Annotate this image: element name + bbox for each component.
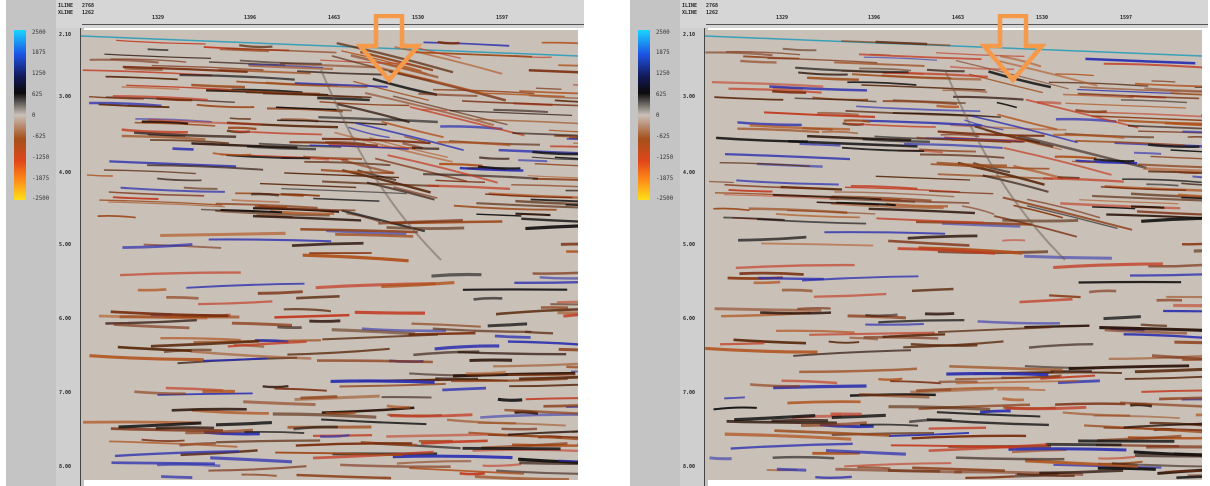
seismic-panel-left: 2500 1875 1250 625 0 -625 -1250 -1875 -2… — [6, 0, 584, 486]
xline-key: XLINE — [682, 10, 698, 16]
colorbar-label: -2500 — [656, 195, 674, 202]
down-arrow-icon — [980, 14, 1046, 84]
xline-tick: 1597 — [1120, 15, 1133, 21]
time-tick: 3.00 — [683, 94, 696, 100]
xline-key: XLINE — [58, 10, 74, 16]
time-tick: 7.00 — [59, 390, 72, 396]
colorbar-label: 2500 — [32, 29, 46, 36]
colorbar-label: -1250 — [32, 154, 50, 161]
time-tick: 5.00 — [683, 242, 696, 248]
down-arrow-icon — [356, 14, 422, 84]
seismic-traces — [705, 30, 1202, 480]
seismic-panel-right: 2500 1875 1250 625 0 -625 -1250 -1875 -2… — [630, 0, 1208, 486]
colorbar-label: 1875 — [32, 49, 46, 56]
time-tick: 2.10 — [59, 32, 72, 38]
section-header: ILINE 2768 XLINE 1262 1329 1396 1463 153… — [56, 0, 584, 28]
xline-tick: 1463 — [952, 15, 965, 21]
time-tick: 2.10 — [683, 32, 696, 38]
time-tick: 5.00 — [59, 242, 72, 248]
time-tick: 6.00 — [59, 316, 72, 322]
iline-value: 2768 — [706, 3, 719, 9]
iline-value: 2768 — [82, 3, 95, 9]
time-tick: 3.00 — [59, 94, 72, 100]
colorbar-label: 625 — [32, 91, 43, 98]
header-axis-line — [82, 24, 584, 25]
seismic-image — [81, 30, 578, 480]
iline-key: ILINE — [58, 3, 74, 9]
time-tick: 4.00 — [59, 170, 72, 176]
time-tick: 8.00 — [59, 464, 72, 470]
colorbar-label: 2500 — [656, 29, 670, 36]
colorbar-label: 0 — [32, 112, 36, 119]
amplitude-colorbar — [638, 30, 650, 200]
time-axis: 2.10 3.00 4.00 5.00 6.00 7.00 8.00 — [56, 28, 81, 486]
xline-tick: 1530 — [1036, 15, 1049, 21]
colorbar-label: -1250 — [656, 154, 674, 161]
seismic-image — [705, 30, 1202, 480]
header-axis-line — [706, 24, 1208, 25]
amplitude-colorbar — [14, 30, 26, 200]
colorbar-label: 625 — [656, 91, 667, 98]
xline-value: 1262 — [706, 10, 719, 16]
colorbar-label: -625 — [656, 133, 670, 140]
xline-tick: 1597 — [496, 15, 509, 21]
seismic-traces — [81, 30, 578, 480]
xline-tick: 1396 — [868, 15, 881, 21]
colorbar-label: 1250 — [656, 70, 670, 77]
time-axis: 2.10 3.00 4.00 5.00 6.00 7.00 8.00 — [680, 28, 705, 486]
iline-key: ILINE — [682, 3, 698, 9]
time-tick: 7.00 — [683, 390, 696, 396]
xline-tick: 1463 — [328, 15, 341, 21]
colorbar-label: 1875 — [656, 49, 670, 56]
colorbar-label: 0 — [656, 112, 660, 119]
time-tick: 6.00 — [683, 316, 696, 322]
colorbar-label: 1250 — [32, 70, 46, 77]
xline-tick: 1530 — [412, 15, 425, 21]
xline-tick: 1329 — [776, 15, 789, 21]
colorbar-label: -2500 — [32, 195, 50, 202]
colorbar-label: -1875 — [656, 175, 674, 182]
xline-tick: 1396 — [244, 15, 257, 21]
time-tick: 8.00 — [683, 464, 696, 470]
colorbar-label: -1875 — [32, 175, 50, 182]
colorbar-label: -625 — [32, 133, 46, 140]
time-tick: 4.00 — [683, 170, 696, 176]
section-header: ILINE 2768 XLINE 1262 1329 1396 1463 153… — [680, 0, 1208, 28]
xline-value: 1262 — [82, 10, 95, 16]
xline-tick: 1329 — [152, 15, 165, 21]
